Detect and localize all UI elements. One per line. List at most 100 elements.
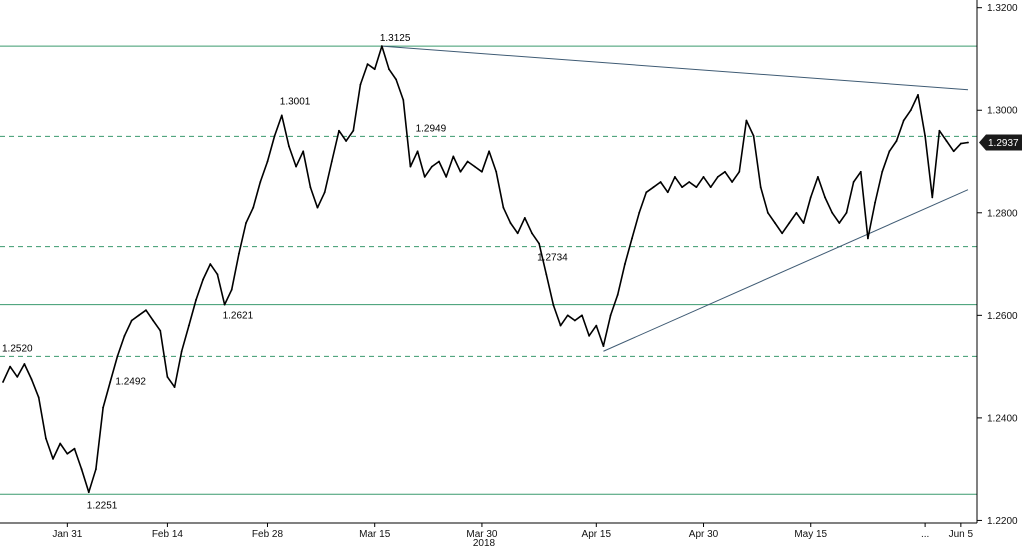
- series-point-0-134: [959, 142, 962, 145]
- series-point-0-57: [409, 165, 412, 168]
- series-point-0-38: [273, 134, 276, 137]
- series-point-0-135: [967, 141, 969, 144]
- annotation-label-4: 1.3001: [280, 97, 311, 108]
- horizontal-levels: [0, 45, 977, 495]
- series-point-0-52: [373, 68, 376, 71]
- series-point-0-37: [266, 160, 269, 163]
- series-point-0-82: [588, 334, 591, 337]
- series-point-0-59: [423, 175, 426, 178]
- series-point-0-0: [2, 381, 4, 383]
- last-value-badge-shape: [979, 134, 1022, 151]
- series-point-0-44: [316, 206, 319, 209]
- series-point-0-90: [645, 191, 648, 194]
- series-point-0-112: [802, 222, 805, 224]
- last-value-badge-text: 1.2937: [988, 138, 1019, 149]
- annotation-label-0: 1.2520: [2, 343, 33, 354]
- annotation-label-3: 1.2621: [223, 311, 254, 322]
- series-point-0-109: [781, 232, 784, 235]
- series-point-0-132: [945, 140, 948, 142]
- series-point-0-117: [838, 222, 841, 224]
- series-point-0-15: [109, 381, 112, 383]
- series-point-0-35: [252, 206, 255, 209]
- series-point-0-125: [895, 140, 898, 142]
- series-point-0-68: [488, 150, 490, 153]
- series-point-0-87: [623, 263, 626, 265]
- series-point-0-30: [216, 273, 219, 276]
- series-point-0-77: [552, 304, 555, 306]
- trendlines: [381, 45, 969, 352]
- series-point-0-48: [345, 140, 348, 142]
- series-point-0-43: [309, 186, 312, 189]
- series-point-0-102: [731, 181, 734, 183]
- series-point-0-12: [87, 491, 90, 494]
- series-point-0-40: [288, 145, 290, 148]
- series-point-0-46: [330, 160, 333, 163]
- series-point-0-115: [824, 196, 826, 199]
- series-point-0-2: [16, 375, 19, 378]
- series-point-0-98: [702, 175, 705, 178]
- series-point-0-106: [759, 186, 762, 189]
- series-point-0-61: [438, 160, 440, 163]
- series-point-0-24: [173, 386, 176, 389]
- series-point-0-56: [402, 99, 405, 101]
- annotation-label-5: 1.3125: [380, 33, 411, 44]
- y-tick-label-5: 1.3200: [987, 3, 1018, 14]
- series-point-0-118: [845, 211, 848, 214]
- series-point-0-92: [659, 181, 662, 183]
- series-point-0-3: [23, 363, 26, 365]
- series-point-0-105: [752, 134, 755, 137]
- series-point-0-107: [766, 211, 769, 214]
- x-tick-label-4: Mar 30: [466, 529, 498, 540]
- series-point-0-74: [531, 232, 533, 235]
- series-point-0-67: [481, 170, 483, 173]
- series-point-0-113: [809, 196, 812, 199]
- series-point-0-79: [566, 314, 569, 317]
- y-tick-label-2: 1.2600: [987, 311, 1018, 322]
- series-point-0-108: [774, 222, 776, 224]
- annotation-label-6: 1.2949: [416, 123, 447, 134]
- trendline-1: [603, 189, 969, 352]
- series-point-0-100: [716, 175, 719, 178]
- series-point-0-121: [867, 237, 869, 240]
- x-tick-label-1: Feb 14: [152, 529, 184, 540]
- series-point-0-76: [545, 273, 548, 276]
- price-annotations: 1.2520 1.2251 1.2492 1.2621 1.3001 1.3125 1.29…: [2, 33, 568, 511]
- series-point-0-99: [709, 186, 712, 189]
- x-tick-label-3: Mar 15: [359, 529, 391, 540]
- series-point-0-58: [416, 150, 419, 153]
- series-point-0-18: [130, 319, 133, 322]
- series-point-0-53: [380, 45, 383, 48]
- series-point-0-54: [388, 68, 390, 71]
- series-point-0-51: [366, 63, 369, 65]
- series-point-0-41: [295, 165, 297, 168]
- series-point-0-63: [452, 155, 455, 158]
- series-point-0-23: [166, 375, 169, 378]
- last-value-badge: 1.2937: [979, 134, 1022, 151]
- x-tick-label-8: ...: [921, 529, 929, 540]
- series-point-0-5: [37, 396, 40, 399]
- series-point-0-123: [881, 170, 884, 173]
- series-point-0-55: [395, 78, 398, 81]
- y-tick-label-3: 1.2800: [987, 208, 1018, 219]
- series-point-0-101: [724, 170, 726, 173]
- y-tick-label-1: 1.2400: [987, 413, 1018, 424]
- series-point-0-7: [52, 458, 54, 460]
- price-series: [2, 45, 969, 494]
- series-point-0-42: [302, 150, 305, 153]
- series-point-0-120: [859, 170, 862, 173]
- series-point-0-126: [902, 119, 905, 122]
- series-point-0-80: [573, 319, 576, 322]
- series-point-0-70: [502, 206, 505, 209]
- series-point-0-128: [917, 93, 919, 96]
- series-point-0-60: [430, 165, 433, 168]
- series-point-0-84: [602, 345, 605, 348]
- series-point-0-93: [666, 191, 669, 194]
- series-point-0-91: [652, 186, 655, 189]
- x-tick-label-9: Jun 5: [949, 529, 974, 540]
- x-axis-year-label: 2018: [473, 538, 496, 549]
- series-point-0-94: [674, 175, 676, 178]
- series-point-0-83: [595, 324, 598, 327]
- series-point-0-78: [559, 324, 562, 327]
- x-tick-label-6: Apr 30: [689, 529, 719, 540]
